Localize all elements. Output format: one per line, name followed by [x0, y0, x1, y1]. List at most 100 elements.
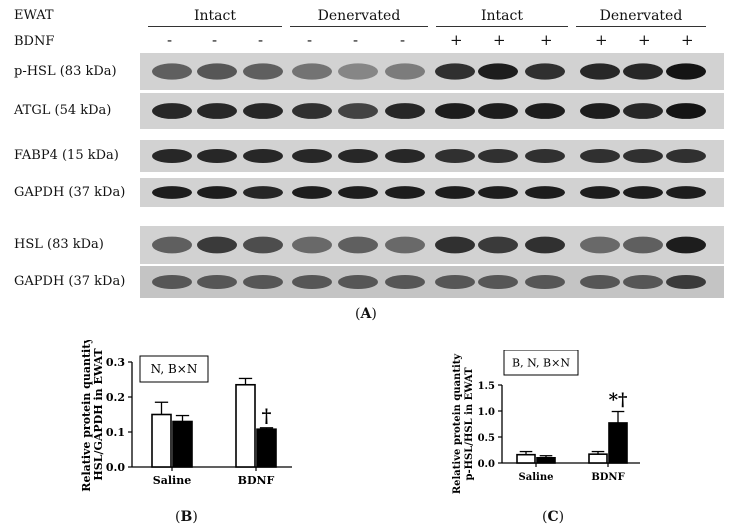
- bdnf-sign: +: [450, 31, 463, 49]
- y-tick-label: 0.5: [478, 433, 495, 444]
- group-header-intact: Intact: [481, 8, 523, 24]
- y-tick-label: 1.5: [478, 381, 495, 392]
- y-tick-label: 0.0: [106, 461, 125, 474]
- blot-band: [623, 148, 663, 164]
- blot-band: [338, 103, 378, 119]
- y-axis-label-line2: HSL/GAPDH in EWAT: [92, 348, 105, 481]
- blot-strip: [140, 266, 724, 298]
- blot-band: [243, 186, 283, 199]
- blot-band: [478, 274, 518, 290]
- significance-marker: *†: [609, 390, 628, 411]
- blot-band: [385, 186, 425, 199]
- blot-band: [292, 236, 332, 254]
- blot-band: [152, 63, 192, 80]
- blot-band: [525, 148, 565, 164]
- blot-band: [525, 63, 565, 80]
- blot-band: [243, 236, 283, 254]
- panel-caption-b-letter: B: [180, 509, 193, 525]
- blot-band: [666, 186, 706, 199]
- blot-band: [580, 148, 620, 164]
- group-header-intact: Intact: [194, 8, 236, 24]
- blot-band: [623, 186, 663, 199]
- bar: [536, 457, 556, 464]
- bar: [172, 420, 193, 468]
- band-label: ATGL (54 kDa): [14, 103, 112, 118]
- blot-band: [525, 186, 565, 199]
- blot-band: [666, 236, 706, 254]
- blot-band: [435, 103, 475, 119]
- blot-band: [292, 148, 332, 164]
- blot-strip: [140, 140, 724, 172]
- blot-band: [197, 274, 237, 290]
- blot-band: [435, 274, 475, 290]
- blot-band: [292, 63, 332, 80]
- blot-band: [152, 148, 192, 164]
- blot-band: [478, 186, 518, 199]
- blot-band: [435, 148, 475, 164]
- blot-band: [623, 103, 663, 119]
- blot-band: [580, 63, 620, 80]
- blot-band: [338, 274, 378, 290]
- x-tick-label: BDNF: [591, 472, 624, 483]
- blot-band: [580, 103, 620, 119]
- band-label: GAPDH (37 kDa): [14, 184, 126, 200]
- y-tick-label: 1.0: [478, 407, 495, 418]
- group-underline: [436, 26, 568, 27]
- annotation-text: N, B×N: [151, 362, 198, 376]
- blot-band: [152, 236, 192, 254]
- bar: [256, 428, 277, 468]
- blot-band: [197, 236, 237, 254]
- blot-band: [478, 148, 518, 164]
- blot-band: [152, 274, 192, 290]
- blot-band: [338, 186, 378, 199]
- y-axis-label-line1: Relative protein quantity: [80, 340, 93, 492]
- blot-band: [623, 236, 663, 254]
- blot-band: [525, 236, 565, 254]
- blot-strip: [140, 226, 724, 264]
- group-underline: [148, 26, 282, 27]
- row-header-treatment: BDNF: [14, 34, 55, 49]
- blot-band: [525, 103, 565, 119]
- blot-band: [580, 236, 620, 254]
- bar-chart-phsl-hsl: 0.0 0.5 1.0 1.5 Relative protein quantity p-H…: [452, 350, 640, 495]
- group-header-denervated: Denervated: [317, 8, 401, 24]
- panel-caption-b: (B): [175, 509, 198, 525]
- panel-caption-c-letter: C: [547, 509, 559, 525]
- bdnf-sign: +: [540, 31, 553, 49]
- blot-band: [385, 148, 425, 164]
- bdnf-sign: -: [353, 31, 359, 49]
- blot-band: [385, 103, 425, 119]
- blot-band: [435, 186, 475, 199]
- group-header-denervated: Denervated: [599, 8, 683, 24]
- blot-band: [435, 236, 475, 254]
- blot-band: [580, 186, 620, 199]
- blot-band: [580, 274, 620, 290]
- blot-band: [623, 274, 663, 290]
- blot-band: [243, 103, 283, 119]
- bar: [235, 383, 256, 468]
- group-underline: [576, 26, 706, 27]
- panel-caption-c: (C): [542, 509, 565, 525]
- bdnf-sign: +: [595, 31, 608, 49]
- x-tick-label: BDNF: [238, 474, 275, 487]
- bdnf-sign: -: [307, 31, 313, 49]
- blot-band: [197, 63, 237, 80]
- bar-chart-hsl-gapdh: 0.0 0.1 0.2 0.3 Relative protein quantity HSL…: [80, 340, 292, 492]
- blot-band: [623, 63, 663, 80]
- blot-band: [292, 103, 332, 119]
- blot-band: [152, 103, 192, 119]
- band-label: GAPDH (37 kDa): [14, 274, 126, 289]
- y-axis-label-line1: Relative protein quantity: [452, 353, 463, 495]
- blot-band: [666, 103, 706, 119]
- band-label: p-HSL (83 kDa): [14, 63, 117, 79]
- blot-band: [292, 274, 332, 290]
- bdnf-sign: +: [493, 31, 506, 49]
- row-header-tissue: EWAT: [14, 8, 54, 23]
- bdnf-sign: +: [638, 31, 651, 49]
- blot-band: [666, 274, 706, 290]
- blot-band: [197, 148, 237, 164]
- x-tick-label: Saline: [519, 472, 554, 483]
- y-tick-label: 0.2: [106, 391, 125, 404]
- blot-strip: [140, 178, 724, 207]
- bar: [151, 413, 172, 468]
